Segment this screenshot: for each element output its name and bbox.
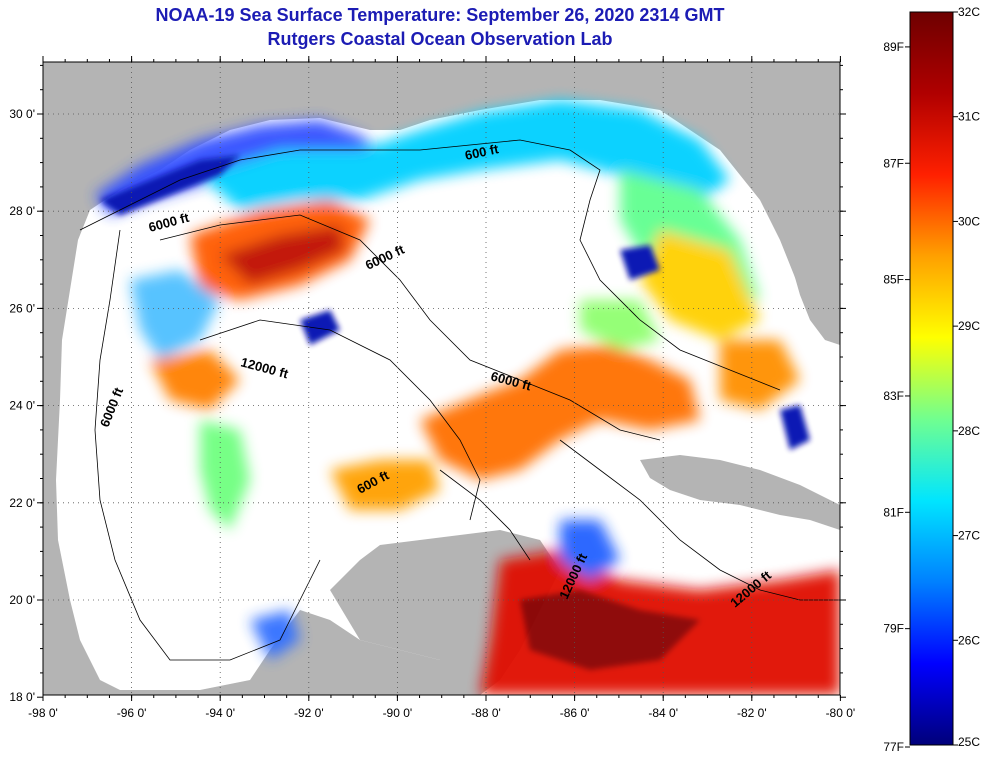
lat-label: 18 0' [9, 690, 35, 704]
fahrenheit-label: 85F [883, 273, 904, 287]
florida-land [760, 62, 840, 345]
map-subtitle: Rutgers Coastal Ocean Observation Lab [267, 29, 613, 49]
colorbar-fahrenheit-labels: 89F 87F 85F 83F 81F 79F 77F [883, 40, 904, 754]
longitude-labels: -98 0' -96 0' -94 0' -92 0' -90 0' -88 0' -86 … [28, 706, 855, 720]
axis-ticks [37, 56, 846, 701]
lon-label: -84 0' [648, 706, 678, 720]
latitude-labels: 30 0' 28 0' 26 0' 24 0' 22 0' 20 0' 18 0' [9, 107, 35, 704]
lon-label: -82 0' [737, 706, 767, 720]
celsius-label: 27C [958, 529, 980, 543]
lat-label: 22 0' [9, 496, 35, 510]
lon-label: -98 0' [28, 706, 58, 720]
cuba-land [640, 455, 840, 530]
colorbar-celsius-labels: 32C 31C 30C 29C 28C 27C 26C 25C [958, 5, 980, 749]
celsius-label: 30C [958, 214, 980, 228]
fahrenheit-label: 79F [883, 622, 904, 636]
lon-label: -90 0' [383, 706, 413, 720]
colorbar [909, 11, 954, 746]
celsius-label: 29C [958, 319, 980, 333]
fahrenheit-label: 89F [883, 40, 904, 54]
celsius-label: 25C [958, 735, 980, 749]
lat-label: 24 0' [9, 399, 35, 413]
contour-label: 600 ft [464, 141, 501, 163]
fahrenheit-label: 87F [883, 156, 904, 170]
lon-label: -96 0' [117, 706, 147, 720]
lat-label: 28 0' [9, 204, 35, 218]
lat-label: 30 0' [9, 107, 35, 121]
map-title: NOAA-19 Sea Surface Temperature: Septemb… [155, 5, 725, 25]
celsius-label: 28C [958, 424, 980, 438]
fahrenheit-label: 77F [883, 740, 904, 754]
lat-label: 20 0' [9, 593, 35, 607]
fahrenheit-label: 83F [883, 389, 904, 403]
colorbar-ticks [905, 11, 958, 748]
lon-label: -80 0' [826, 706, 856, 720]
lat-lon-grid [43, 62, 840, 695]
lat-label: 26 0' [9, 301, 35, 315]
lon-label: -92 0' [294, 706, 324, 720]
lon-label: -94 0' [205, 706, 235, 720]
lon-label: -86 0' [560, 706, 590, 720]
celsius-label: 32C [958, 5, 980, 19]
celsius-label: 26C [958, 633, 980, 647]
fahrenheit-label: 81F [883, 505, 904, 519]
lon-label: -88 0' [471, 706, 501, 720]
celsius-label: 31C [958, 110, 980, 124]
bathymetry-contours [79, 139, 840, 661]
